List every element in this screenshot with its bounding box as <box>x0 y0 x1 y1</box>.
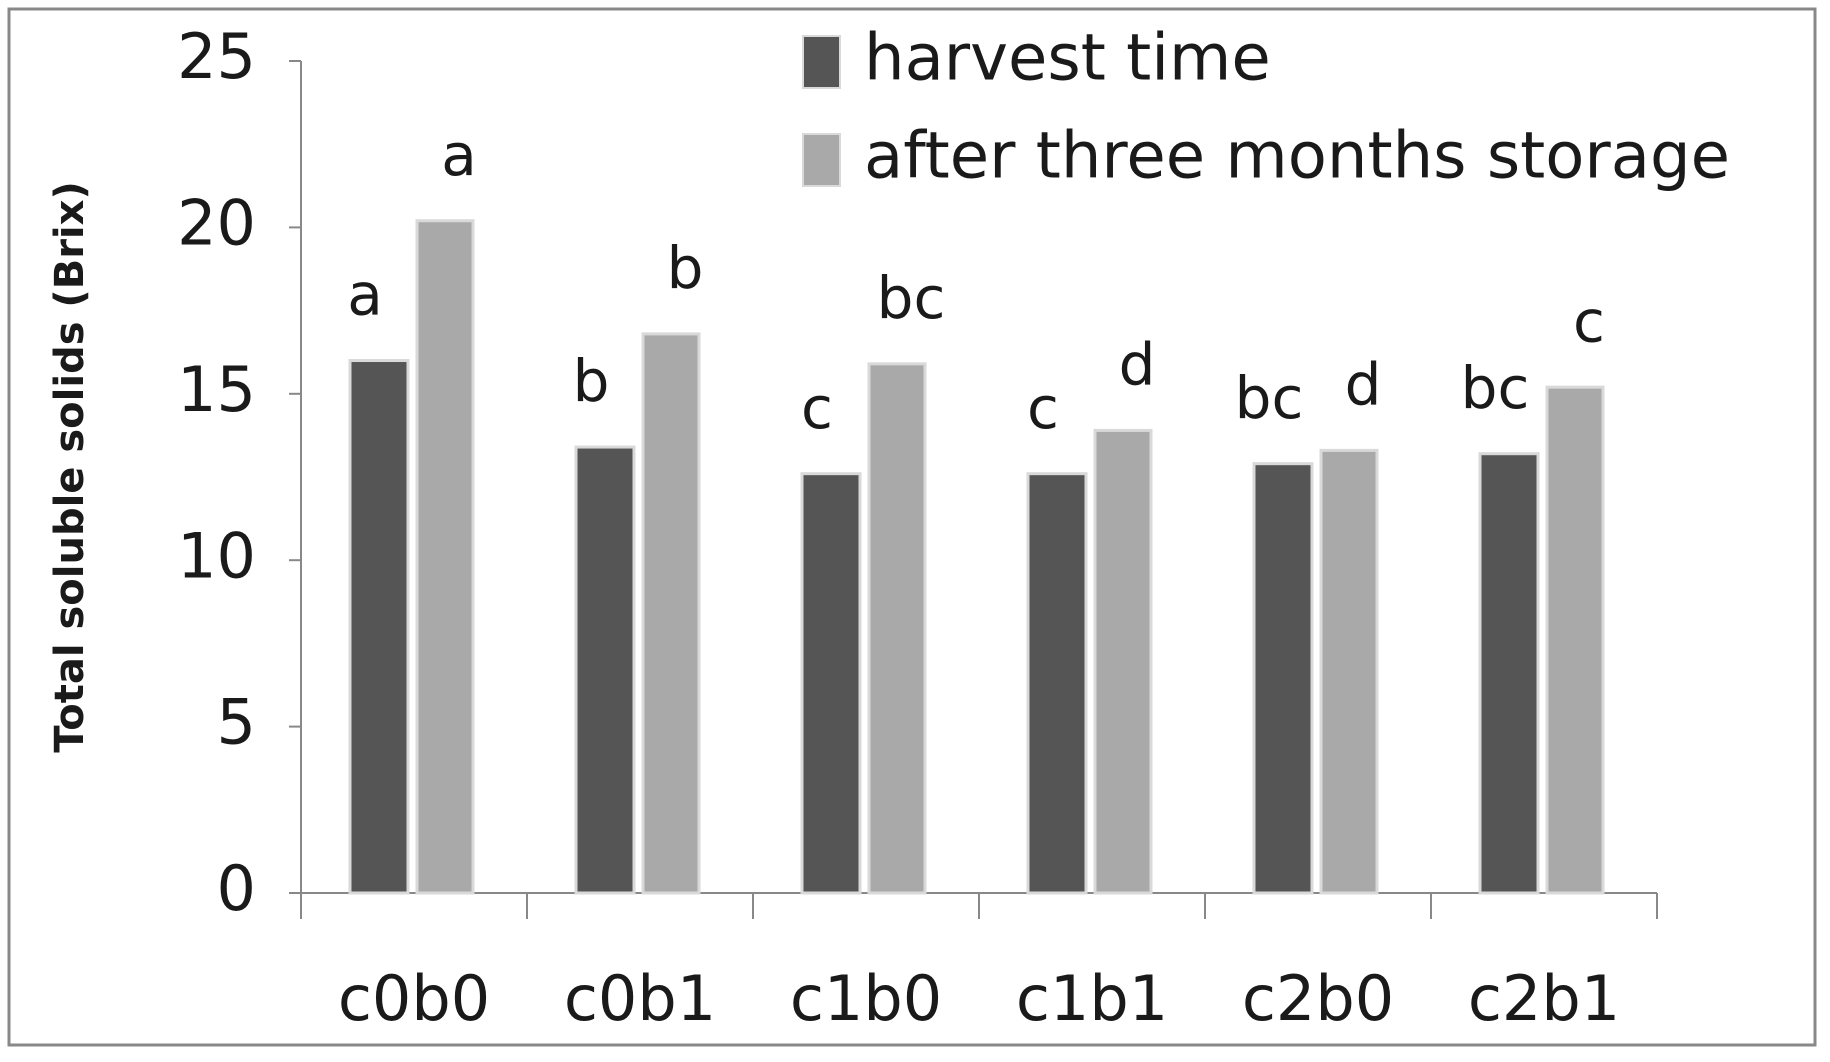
bar <box>1319 448 1379 895</box>
y-tick-label: 0 <box>217 852 256 925</box>
bar <box>348 359 410 895</box>
significance-letter: bc <box>1235 364 1304 432</box>
y-tick-label: 15 <box>177 353 256 426</box>
x-tick-label: c0b0 <box>338 962 490 1035</box>
significance-letter: bc <box>1461 354 1530 422</box>
significance-letter: c <box>1027 374 1059 442</box>
bar <box>1478 452 1540 895</box>
significance-letter: a <box>441 121 477 189</box>
bar <box>1093 428 1153 895</box>
significance-letter: c <box>801 374 833 442</box>
bar <box>415 219 475 895</box>
legend-label: harvest time <box>864 22 1271 96</box>
significance-letter: b <box>667 234 704 302</box>
y-tick-label: 5 <box>217 686 256 759</box>
x-tick-label: c1b1 <box>1016 962 1168 1035</box>
bar <box>1026 472 1088 895</box>
y-axis-title: Total soluble solids (Brix) <box>47 181 93 752</box>
x-tick-label: c2b0 <box>1242 962 1394 1035</box>
bar <box>800 472 862 895</box>
significance-letter: d <box>1345 350 1382 418</box>
legend-swatch <box>802 133 841 187</box>
significance-letter: a <box>347 261 383 329</box>
significance-letter: c <box>1573 287 1605 355</box>
legend-label: after three months storage <box>864 120 1730 194</box>
significance-letter: b <box>573 347 610 415</box>
bar <box>1252 462 1314 895</box>
y-tick-label: 25 <box>177 20 256 93</box>
x-tick-label: c2b1 <box>1468 962 1620 1035</box>
bar <box>1545 385 1605 895</box>
bar <box>867 362 927 895</box>
significance-letter: d <box>1119 331 1156 399</box>
y-tick-label: 10 <box>177 519 256 592</box>
significance-letter: bc <box>877 264 946 332</box>
legend-swatch <box>802 35 841 89</box>
x-tick-label: c1b0 <box>790 962 942 1035</box>
y-tick-label: 20 <box>177 186 256 259</box>
x-tick-label: c0b1 <box>564 962 716 1035</box>
bar <box>641 332 701 895</box>
bar <box>574 445 636 895</box>
